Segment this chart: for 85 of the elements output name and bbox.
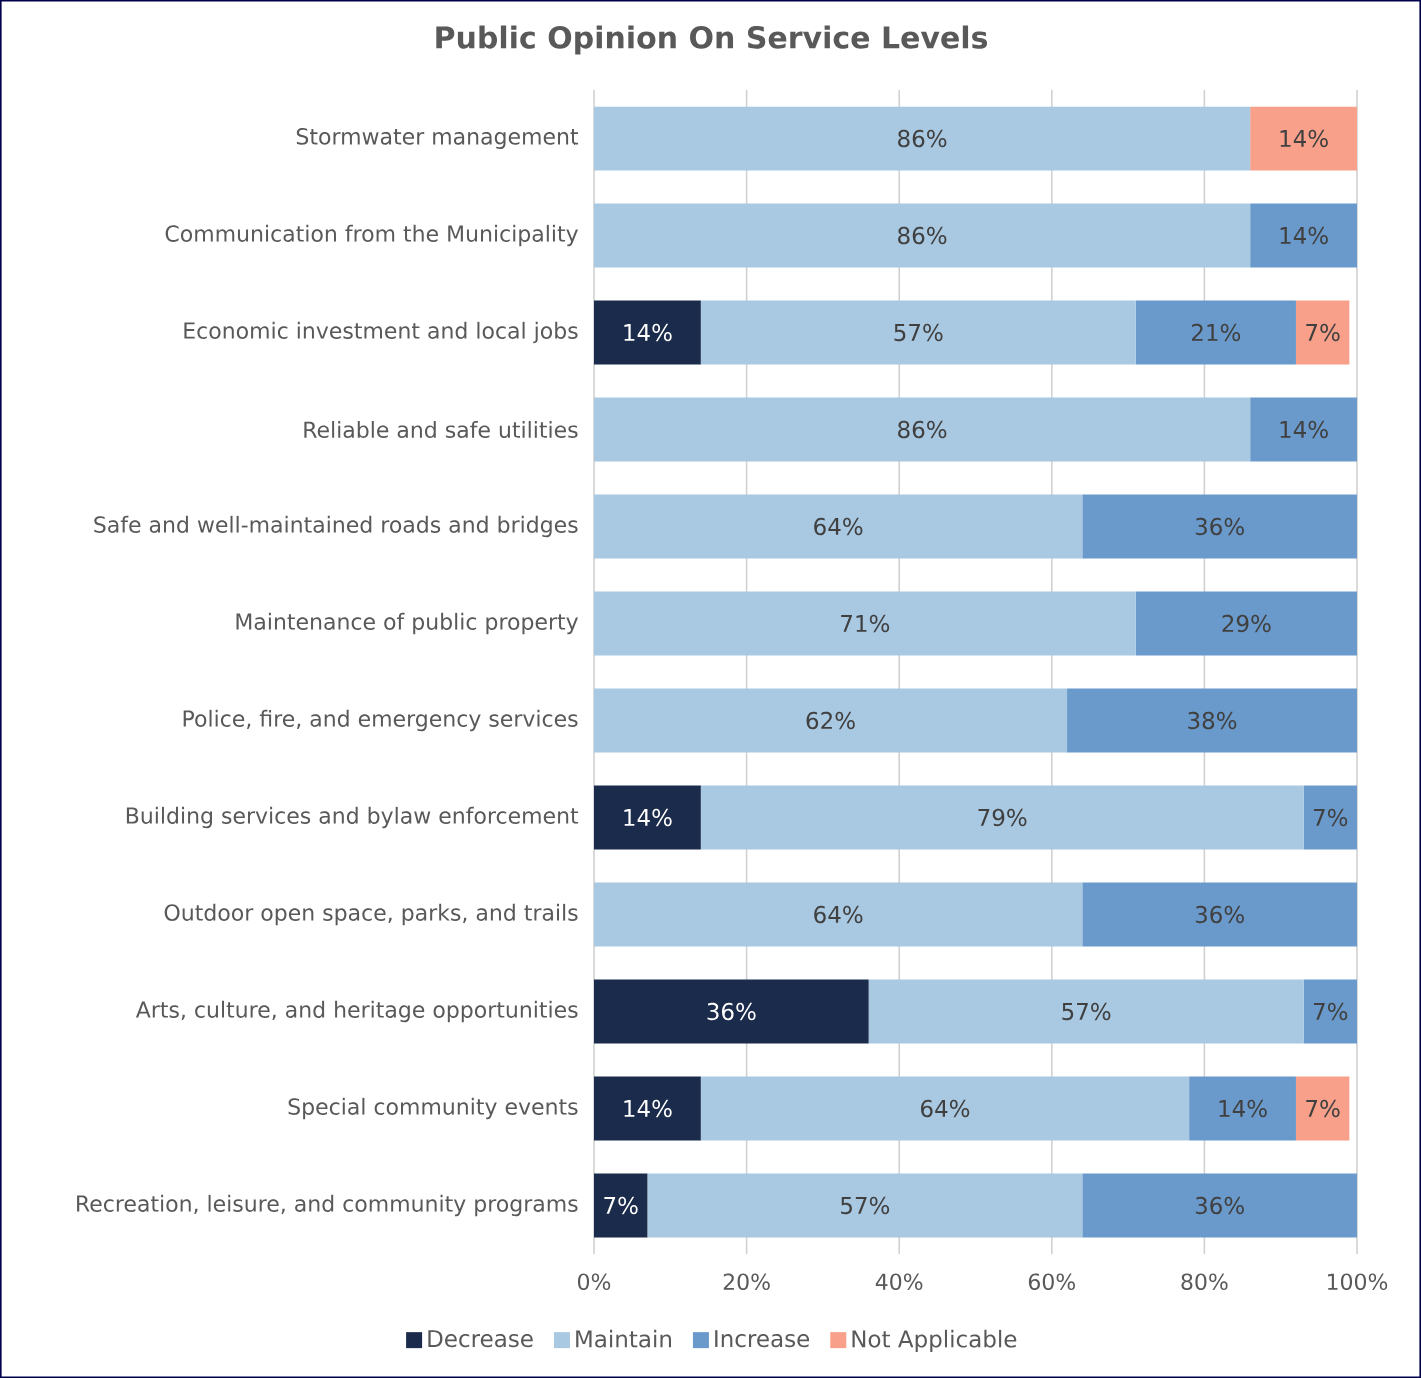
bar [594, 1076, 701, 1141]
data-label: 71% [841, 614, 890, 633]
x-tick-label: 40% [875, 1273, 923, 1291]
y-tick-label: Special community events [288, 1097, 578, 1120]
bar [868, 979, 1304, 1044]
data-label: 57% [1062, 1002, 1111, 1021]
bar [1295, 300, 1350, 365]
legend-label: Maintain [576, 1329, 671, 1348]
data-label: 57% [894, 323, 943, 342]
chart-title: Public Opinion On Service Levels [436, 25, 988, 55]
data-label: 7% [1313, 1002, 1348, 1021]
legend-label: Not Applicable [852, 1329, 1017, 1353]
y-tick-label: Stormwater management [296, 128, 579, 149]
bar [1250, 106, 1357, 171]
bar [700, 1076, 1190, 1141]
data-label: 36% [707, 1002, 756, 1021]
data-label: 7% [1313, 808, 1348, 827]
data-label: 64% [814, 517, 863, 536]
data-label: 14% [1219, 1099, 1267, 1118]
data-label: 29% [1222, 614, 1271, 633]
data-label: 36% [1195, 905, 1244, 924]
data-label: 36% [1195, 517, 1244, 536]
data-label: 14% [1280, 226, 1328, 245]
data-label: 62% [806, 711, 855, 730]
data-label: 21% [1191, 323, 1241, 342]
y-tick-label: Outdoor open space, parks, and trails [164, 903, 578, 926]
x-tick-label: 60% [1028, 1273, 1075, 1291]
data-label: 86% [898, 420, 947, 439]
bar [700, 785, 1304, 850]
data-label: 7% [1306, 323, 1340, 342]
x-tick-label: 80% [1181, 1273, 1228, 1291]
x-tick-label: 20% [723, 1273, 770, 1291]
y-tick-label: Police, fire, and emergency services [183, 709, 578, 732]
bar [1303, 785, 1357, 850]
bar [1135, 300, 1296, 365]
data-label: 14% [624, 1099, 672, 1118]
bar [1082, 494, 1357, 559]
bar [594, 106, 1251, 171]
y-tick-label: Arts, culture, and heritage opportunities [135, 1000, 578, 1023]
data-label: 64% [921, 1099, 970, 1118]
bar [1250, 397, 1357, 462]
bar [594, 591, 1136, 656]
bar [594, 1173, 648, 1238]
bar [1295, 1076, 1350, 1141]
bar [1303, 979, 1357, 1044]
bar [594, 203, 1251, 268]
x-tick-label: 0% [577, 1273, 611, 1291]
data-label: 64% [814, 905, 863, 924]
bar [594, 882, 1083, 947]
bar [1189, 1076, 1296, 1141]
bar [594, 397, 1251, 462]
data-label: 7% [1306, 1099, 1340, 1118]
legend-label: Increase [715, 1330, 810, 1348]
data-label: 79% [978, 808, 1027, 827]
data-label: 57% [841, 1196, 890, 1215]
bar [1082, 1173, 1357, 1238]
y-tick-label: Recreation, leisure, and community programs [77, 1194, 578, 1217]
bar [1067, 688, 1357, 753]
bar [594, 688, 1068, 753]
bar [594, 785, 701, 850]
bar [594, 300, 701, 365]
bar [1135, 591, 1357, 656]
data-label: 14% [624, 808, 672, 827]
legend-label: Decrease [428, 1330, 533, 1348]
data-label: 14% [1280, 129, 1328, 148]
data-label: 7% [604, 1196, 638, 1215]
y-tick-label: Economic investment and local jobs [184, 321, 578, 344]
data-label: 14% [624, 323, 672, 342]
y-tick-label: Maintenance of public property [236, 612, 578, 635]
bar [647, 1173, 1083, 1238]
bar [1250, 203, 1357, 268]
data-label: 14% [1280, 420, 1328, 439]
bar [594, 979, 869, 1044]
x-tick-label: 100% [1327, 1273, 1388, 1291]
y-tick-label: Communication from the Municipality [165, 224, 578, 247]
bar [700, 300, 1136, 365]
data-label: 38% [1188, 711, 1237, 730]
bar [594, 494, 1083, 559]
data-label: 86% [898, 129, 947, 148]
bar [1082, 882, 1357, 947]
y-tick-label: Reliable and safe utilities [304, 420, 578, 439]
y-tick-label: Building services and bylaw enforcement [126, 806, 579, 829]
data-label: 36% [1195, 1196, 1244, 1215]
data-label: 86% [898, 226, 947, 245]
y-tick-label: Safe and well-maintained roads and bridges [94, 515, 578, 538]
